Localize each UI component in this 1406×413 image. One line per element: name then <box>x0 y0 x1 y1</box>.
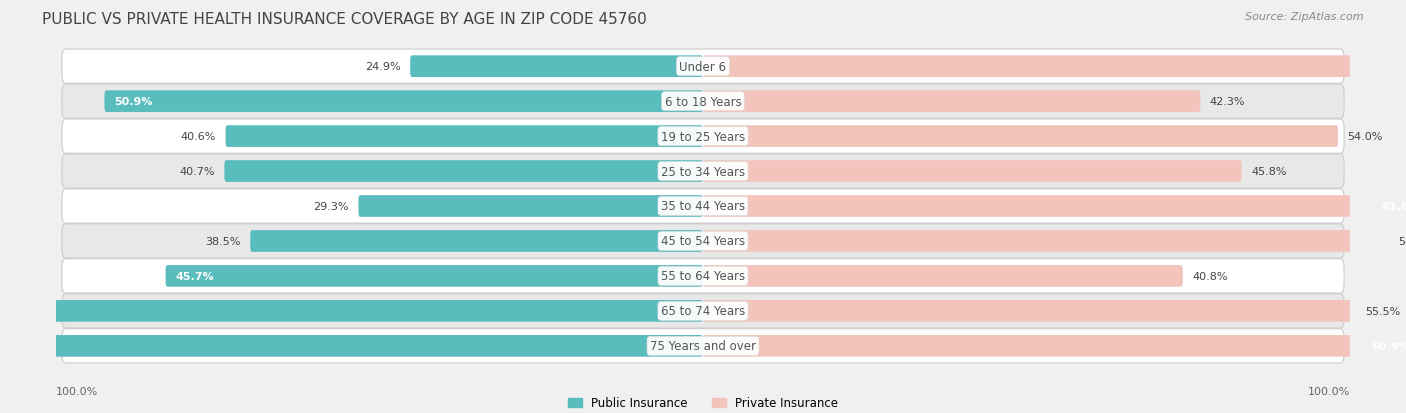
FancyBboxPatch shape <box>703 300 1355 322</box>
Text: 38.5%: 38.5% <box>205 236 240 247</box>
Text: 50.9%: 50.9% <box>114 97 152 107</box>
FancyBboxPatch shape <box>225 161 703 183</box>
FancyBboxPatch shape <box>0 335 703 357</box>
Text: 24.9%: 24.9% <box>366 62 401 72</box>
Text: 40.8%: 40.8% <box>1192 271 1227 281</box>
Text: 55.5%: 55.5% <box>1365 306 1400 316</box>
Text: 45 to 54 Years: 45 to 54 Years <box>661 235 745 248</box>
Text: Under 6: Under 6 <box>679 61 727 74</box>
FancyBboxPatch shape <box>703 91 1201 113</box>
FancyBboxPatch shape <box>359 196 703 217</box>
Text: 25 to 34 Years: 25 to 34 Years <box>661 165 745 178</box>
FancyBboxPatch shape <box>166 266 703 287</box>
FancyBboxPatch shape <box>411 56 703 78</box>
Text: 60.9%: 60.9% <box>1371 341 1406 351</box>
Text: 65 to 74 Years: 65 to 74 Years <box>661 305 745 318</box>
FancyBboxPatch shape <box>0 300 703 322</box>
FancyBboxPatch shape <box>62 190 1344 223</box>
Text: 19 to 25 Years: 19 to 25 Years <box>661 130 745 143</box>
FancyBboxPatch shape <box>703 161 1241 183</box>
Legend: Public Insurance, Private Insurance: Public Insurance, Private Insurance <box>564 392 842 413</box>
Text: 40.7%: 40.7% <box>180 166 215 177</box>
FancyBboxPatch shape <box>104 91 703 113</box>
Text: 6 to 18 Years: 6 to 18 Years <box>665 95 741 108</box>
Text: 61.8%: 61.8% <box>1382 202 1406 211</box>
FancyBboxPatch shape <box>62 224 1344 259</box>
FancyBboxPatch shape <box>62 294 1344 328</box>
Text: 45.8%: 45.8% <box>1251 166 1286 177</box>
FancyBboxPatch shape <box>703 230 1389 252</box>
FancyBboxPatch shape <box>703 266 1182 287</box>
Text: 35 to 44 Years: 35 to 44 Years <box>661 200 745 213</box>
FancyBboxPatch shape <box>703 56 1406 78</box>
FancyBboxPatch shape <box>62 259 1344 293</box>
Text: 58.3%: 58.3% <box>1398 236 1406 247</box>
Text: 100.0%: 100.0% <box>1308 387 1350 396</box>
Text: 40.6%: 40.6% <box>181 132 217 142</box>
FancyBboxPatch shape <box>703 126 1339 147</box>
FancyBboxPatch shape <box>225 126 703 147</box>
FancyBboxPatch shape <box>703 196 1406 217</box>
Text: 29.3%: 29.3% <box>314 202 349 211</box>
FancyBboxPatch shape <box>703 335 1406 357</box>
FancyBboxPatch shape <box>62 154 1344 189</box>
Text: Source: ZipAtlas.com: Source: ZipAtlas.com <box>1246 12 1364 22</box>
FancyBboxPatch shape <box>62 85 1344 119</box>
FancyBboxPatch shape <box>62 50 1344 84</box>
Text: 45.7%: 45.7% <box>174 271 214 281</box>
Text: 100.0%: 100.0% <box>56 387 98 396</box>
Text: 54.0%: 54.0% <box>1347 132 1382 142</box>
FancyBboxPatch shape <box>62 120 1344 154</box>
Text: 42.3%: 42.3% <box>1209 97 1246 107</box>
FancyBboxPatch shape <box>62 329 1344 363</box>
FancyBboxPatch shape <box>250 230 703 252</box>
Text: 75 Years and over: 75 Years and over <box>650 339 756 352</box>
Text: 55 to 64 Years: 55 to 64 Years <box>661 270 745 283</box>
Text: PUBLIC VS PRIVATE HEALTH INSURANCE COVERAGE BY AGE IN ZIP CODE 45760: PUBLIC VS PRIVATE HEALTH INSURANCE COVER… <box>42 12 647 27</box>
